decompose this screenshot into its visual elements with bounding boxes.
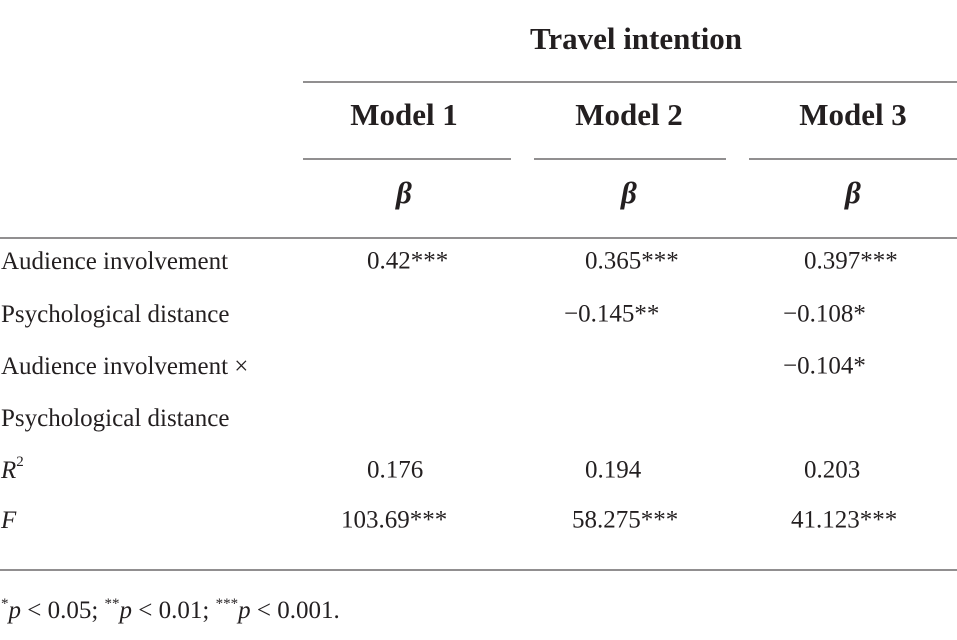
row-label-text: Audience involvement × <box>1 353 248 380</box>
stat-header: β <box>844 175 861 210</box>
cell: −0.108* <box>783 301 866 328</box>
row-label: Audience involvement <box>1 248 228 275</box>
model-header: Model 2 <box>575 97 683 132</box>
footnote-text: < 0.05; <box>21 597 105 624</box>
row-label-sup: 2 <box>16 454 24 470</box>
footnote-stars: * <box>1 596 9 612</box>
stat-header: β <box>395 175 412 210</box>
footnote-text: < 0.001. <box>251 597 340 624</box>
cell: −0.104* <box>783 353 866 380</box>
model-header: Model 1 <box>350 97 458 132</box>
cell: −0.145** <box>564 301 659 328</box>
footnote-stars: ** <box>105 596 120 612</box>
cell: 0.203 <box>804 457 860 484</box>
footnote-stars: *** <box>216 596 239 612</box>
cell: 103.69*** <box>341 507 447 534</box>
row-label: Audience involvement × <box>1 353 248 380</box>
footnote-var: p <box>118 597 133 624</box>
stat-header: β <box>620 175 637 210</box>
footnote-var: p <box>236 597 251 624</box>
row-label-text: Psychological distance <box>1 405 229 432</box>
row-label-text: F <box>0 507 17 534</box>
model-header: Model 3 <box>799 97 907 132</box>
table-title: Travel intention <box>530 21 742 56</box>
row-label: Psychological distance <box>1 405 229 432</box>
row-label: R2 <box>0 454 24 483</box>
row-label: F <box>0 507 17 534</box>
cell: 41.123*** <box>791 507 897 534</box>
row-label-text: Audience involvement <box>1 248 228 275</box>
row-label-text: R <box>0 457 16 484</box>
row-label: Psychological distance <box>1 301 229 328</box>
footnote: *p < 0.05; **p < 0.01; ***p < 0.001. <box>1 596 340 623</box>
cell: 0.42*** <box>367 248 448 275</box>
cell: 0.176 <box>367 457 423 484</box>
row-label-text: Psychological distance <box>1 301 229 328</box>
footnote-var: p <box>7 597 22 624</box>
cell: 0.194 <box>585 457 642 484</box>
footnote-text: < 0.01; <box>132 597 216 624</box>
cell: 0.397*** <box>804 248 898 275</box>
cell: 58.275*** <box>572 507 678 534</box>
cell: 0.365*** <box>585 248 679 275</box>
